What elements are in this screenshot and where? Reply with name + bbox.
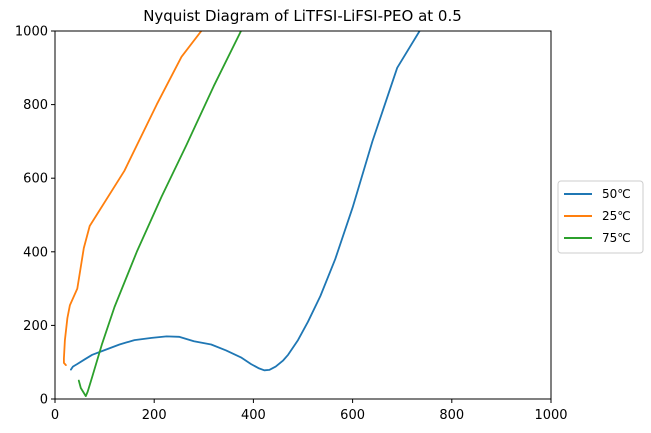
x-tick-label-4: 800: [439, 408, 464, 423]
y-tick-label-2: 400: [23, 245, 48, 260]
legend-label-0: 50℃: [602, 187, 631, 201]
series-group: [63, 31, 421, 398]
plot-area: [63, 31, 421, 398]
y-tick-label-4: 800: [23, 98, 48, 113]
x-tick-label-5: 1000: [534, 408, 567, 423]
y-tick-label-5: 1000: [15, 25, 48, 40]
y-tick-label-0: 0: [40, 393, 48, 408]
x-tick-label-3: 600: [340, 408, 365, 423]
axes: 0 200 400 600 800 1000 0 200 400 600 800 1000: [15, 25, 568, 424]
legend-label-1: 25℃: [602, 209, 631, 223]
series-line-0: [70, 31, 421, 372]
series-line-2: [77, 31, 242, 398]
y-tick-label-3: 600: [23, 172, 48, 187]
chart-title: Nyquist Diagram of LiTFSI-LiFSI-PEO at 0…: [143, 7, 462, 25]
x-tick-label-0: 0: [51, 408, 59, 423]
legend-box: [557, 180, 644, 254]
legend: 50℃ 25℃ 75℃: [557, 180, 644, 254]
axes-frame: [54, 30, 552, 400]
y-tick-label-1: 200: [23, 319, 48, 334]
x-tick-label-2: 400: [241, 408, 266, 423]
x-tick-label-1: 200: [142, 408, 167, 423]
legend-label-2: 75℃: [602, 231, 631, 245]
series-line-1: [63, 31, 203, 367]
